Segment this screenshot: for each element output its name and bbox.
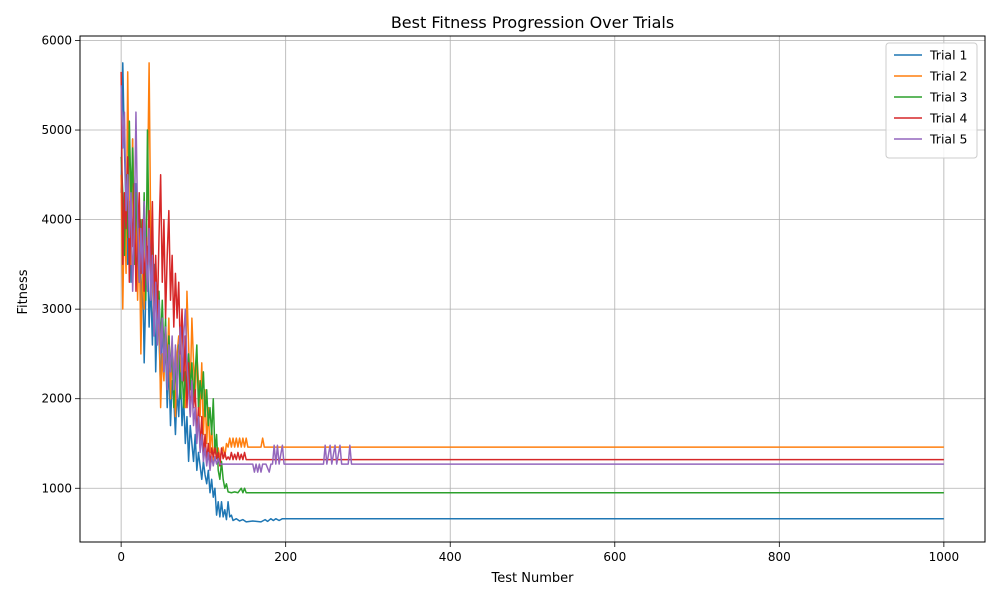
y-tick-label: 6000 [41,33,72,47]
legend-label-trial-3: Trial 3 [929,90,967,105]
y-tick-label: 5000 [41,123,72,137]
x-axis-label: Test Number [491,571,575,586]
y-tick-label: 1000 [41,481,72,495]
x-tick-label: 400 [439,550,462,564]
grid [80,36,985,542]
x-tick-label: 1000 [929,550,960,564]
legend-label-trial-4: Trial 4 [929,111,968,126]
y-tick-label: 2000 [41,392,72,406]
x-tick-label: 800 [768,550,791,564]
y-tick-label: 3000 [41,302,72,316]
axis-ticks: 0 200 400 600 800 1000 1000 2000 3000 4000 5000 600… [41,33,959,564]
legend-box [885,42,978,159]
y-axis-label: Fitness [16,269,31,314]
chart-title: Best Fitness Progression Over Trials [391,13,674,32]
x-tick-label: 0 [117,550,125,564]
y-tick-label: 4000 [41,213,72,227]
plot-frame [79,35,986,543]
x-tick-label: 200 [274,550,297,564]
x-tick-label: 600 [603,550,626,564]
series-line-trial-5 [120,85,944,473]
legend-label-trial-5: Trial 5 [929,132,967,147]
series-lines [120,62,944,523]
series-line-trial-1 [120,62,944,523]
legend-label-trial-1: Trial 1 [929,48,967,63]
legend-label-trial-2: Trial 2 [929,69,967,84]
legend: Trial 1 Trial 2 Trial 3 Trial 4 Trial 5 [885,42,978,159]
